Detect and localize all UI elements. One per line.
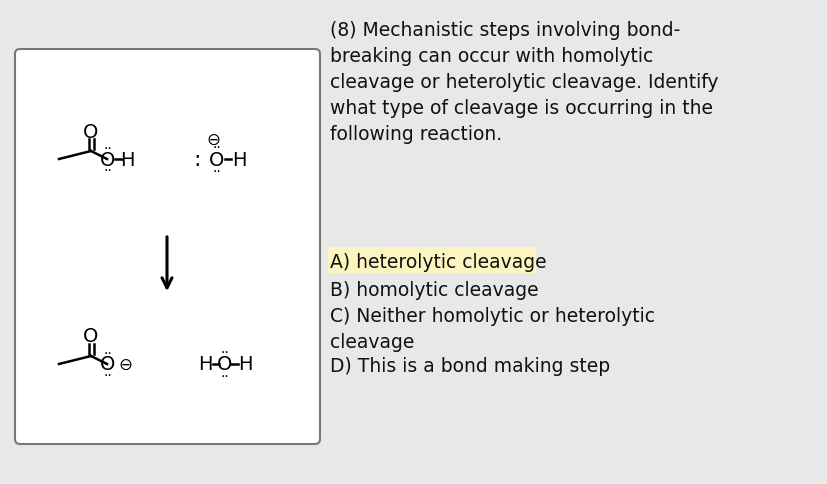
Text: (8) Mechanistic steps involving bond-: (8) Mechanistic steps involving bond- <box>330 20 680 39</box>
FancyBboxPatch shape <box>15 50 319 444</box>
Text: ⋅⋅: ⋅⋅ <box>220 345 229 359</box>
Text: ⋅⋅: ⋅⋅ <box>213 165 221 179</box>
Text: ⋅⋅: ⋅⋅ <box>103 346 112 360</box>
Text: ⊖: ⊖ <box>206 131 220 149</box>
Text: breaking can occur with homolytic: breaking can occur with homolytic <box>330 46 653 65</box>
Text: O: O <box>100 150 116 169</box>
Text: H: H <box>120 150 134 169</box>
Text: O: O <box>84 327 98 346</box>
Text: ⋅⋅: ⋅⋅ <box>103 142 112 156</box>
Text: H: H <box>198 355 212 374</box>
Text: ⋅⋅: ⋅⋅ <box>220 369 229 383</box>
Text: ⋅⋅: ⋅⋅ <box>103 164 112 178</box>
Text: O: O <box>217 355 232 374</box>
Text: D) This is a bond making step: D) This is a bond making step <box>330 357 609 376</box>
Text: B) homolytic cleavage: B) homolytic cleavage <box>330 280 538 299</box>
Text: O: O <box>209 150 224 169</box>
Text: following reaction.: following reaction. <box>330 124 501 143</box>
Text: O: O <box>84 122 98 141</box>
Text: ⋅⋅: ⋅⋅ <box>103 368 112 382</box>
Text: ⋅⋅: ⋅⋅ <box>213 141 221 155</box>
FancyBboxPatch shape <box>327 247 535 273</box>
Text: H: H <box>237 355 252 374</box>
Text: C) Neither homolytic or heterolytic: C) Neither homolytic or heterolytic <box>330 307 654 326</box>
Text: H: H <box>232 150 246 169</box>
Text: :: : <box>193 150 200 170</box>
Text: cleavage or heterolytic cleavage. Identify: cleavage or heterolytic cleavage. Identi… <box>330 72 718 91</box>
Text: O: O <box>100 355 116 374</box>
Text: ⊖: ⊖ <box>118 355 131 373</box>
Text: what type of cleavage is occurring in the: what type of cleavage is occurring in th… <box>330 98 712 117</box>
Text: cleavage: cleavage <box>330 332 414 351</box>
Text: A) heterolytic cleavage: A) heterolytic cleavage <box>330 252 546 271</box>
